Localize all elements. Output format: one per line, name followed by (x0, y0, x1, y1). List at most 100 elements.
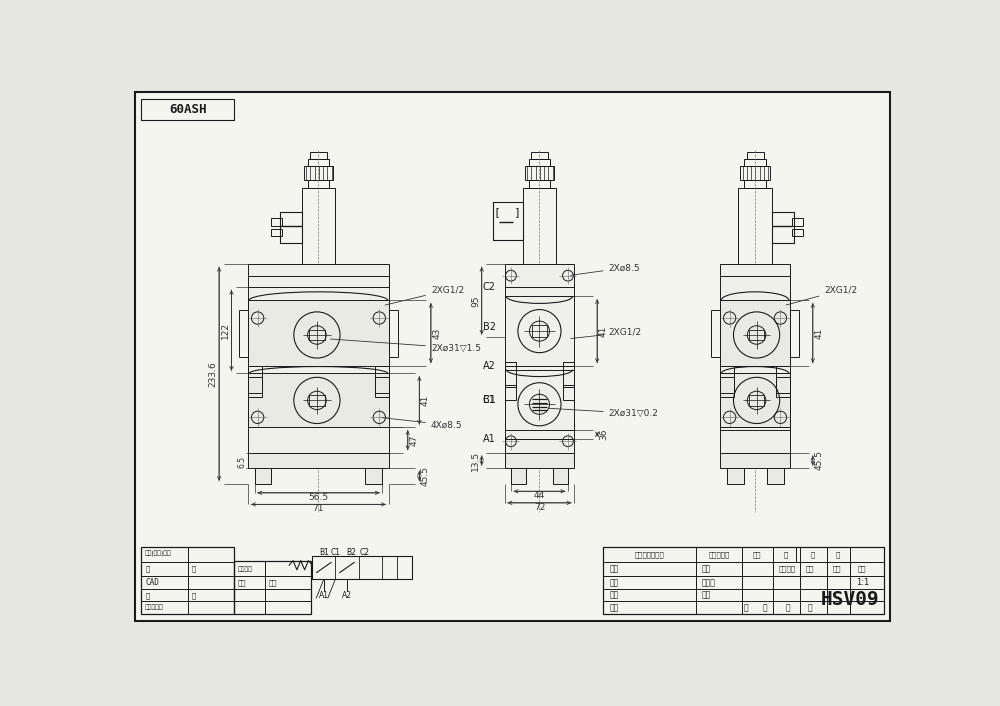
Text: 47: 47 (409, 434, 418, 445)
Text: 底图总号: 底图总号 (238, 566, 253, 572)
Bar (532, 325, 547, 337)
Bar (505, 385, 516, 400)
Text: 日: 日 (836, 551, 840, 558)
Bar (749, 395, 764, 406)
Text: 年月: 年月 (268, 580, 277, 586)
Bar (720, 453, 790, 468)
Text: 件: 件 (191, 566, 196, 573)
Bar (304, 167, 333, 180)
Text: 设计: 设计 (610, 565, 619, 573)
Text: 2Xø8.5: 2Xø8.5 (571, 263, 640, 275)
Bar (720, 366, 734, 393)
Text: 41: 41 (599, 325, 608, 337)
Text: 2Xø31▽1.5: 2Xø31▽1.5 (330, 339, 481, 352)
Text: 44: 44 (534, 491, 545, 501)
Text: 工艺: 工艺 (702, 565, 711, 573)
Text: 年: 年 (784, 551, 788, 558)
Text: 43: 43 (433, 328, 442, 339)
Text: 签名: 签名 (753, 551, 762, 558)
Bar (309, 395, 325, 406)
Bar (493, 202, 523, 240)
Bar (727, 468, 744, 484)
Bar (505, 453, 574, 468)
Bar (271, 218, 282, 226)
Text: 比例: 比例 (857, 566, 866, 573)
Bar (308, 159, 329, 167)
Text: B1: B1 (483, 395, 496, 405)
Text: 审查: 审查 (702, 591, 711, 599)
Bar (234, 561, 311, 614)
Bar (248, 264, 389, 453)
Bar (776, 377, 790, 397)
Text: 审核: 审核 (610, 603, 619, 612)
Text: 张: 张 (763, 603, 767, 612)
Text: 2XG1/2: 2XG1/2 (571, 328, 642, 338)
Text: 41: 41 (814, 328, 823, 339)
Text: 标准化: 标准化 (702, 578, 716, 587)
Bar (248, 373, 389, 427)
Bar (603, 546, 884, 614)
Text: 2XG1/2: 2XG1/2 (385, 286, 464, 305)
Text: C2: C2 (483, 282, 496, 292)
Bar (740, 167, 770, 180)
Bar (767, 468, 784, 484)
Bar (280, 212, 302, 243)
Text: 56.5: 56.5 (308, 493, 329, 502)
Text: 阶段标记: 阶段标记 (779, 566, 796, 573)
Text: 张: 张 (807, 603, 812, 612)
Text: 45.5: 45.5 (814, 450, 823, 470)
Bar (271, 229, 282, 237)
Bar (525, 167, 554, 180)
Bar (248, 300, 389, 366)
Text: 制图: 制图 (610, 578, 619, 587)
Bar (255, 468, 271, 484)
Text: 校对: 校对 (610, 591, 619, 599)
Text: 标记说数量分区: 标记说数量分区 (635, 551, 664, 558)
Text: CAD: CAD (145, 578, 159, 587)
Text: 签字: 签字 (238, 580, 246, 586)
Bar (747, 152, 764, 159)
Bar (792, 229, 803, 237)
Text: C2: C2 (360, 549, 370, 557)
Bar (553, 468, 568, 484)
Bar (531, 152, 548, 159)
Bar (248, 366, 262, 393)
Bar (529, 159, 550, 167)
Text: 底图更改号: 底图更改号 (145, 605, 164, 611)
Bar (309, 330, 325, 340)
Text: B2: B2 (346, 549, 356, 557)
Text: 数量: 数量 (806, 566, 814, 573)
Text: 校: 校 (191, 592, 196, 599)
Text: B1: B1 (319, 549, 329, 557)
Text: 72: 72 (534, 503, 545, 512)
Bar (505, 264, 574, 453)
Bar (302, 188, 335, 265)
Bar (720, 373, 790, 427)
Text: 描: 描 (145, 592, 149, 599)
Bar (529, 180, 550, 188)
Text: B2: B2 (483, 322, 496, 333)
Bar (248, 377, 262, 397)
Bar (776, 366, 790, 393)
Bar (365, 468, 382, 484)
Bar (744, 159, 766, 167)
Bar (744, 180, 766, 188)
Text: 2Xø31▽0.2: 2Xø31▽0.2 (548, 408, 659, 418)
Text: 重量: 重量 (833, 566, 841, 573)
Bar (749, 330, 764, 340)
Text: A1: A1 (483, 434, 496, 444)
Bar (720, 264, 790, 453)
Text: C1: C1 (483, 395, 496, 405)
Bar (375, 377, 389, 397)
Text: HSV09: HSV09 (820, 590, 879, 609)
Text: 122: 122 (221, 322, 230, 339)
Text: 件: 件 (145, 566, 149, 573)
Bar (308, 180, 329, 188)
Text: 36: 36 (599, 429, 608, 440)
Text: 月: 月 (811, 551, 815, 558)
Bar (738, 188, 772, 265)
Text: 13.5: 13.5 (471, 450, 480, 470)
Bar (312, 556, 412, 579)
Text: A2: A2 (483, 361, 496, 371)
Text: 标记|用途|阶段: 标记|用途|阶段 (145, 551, 172, 558)
